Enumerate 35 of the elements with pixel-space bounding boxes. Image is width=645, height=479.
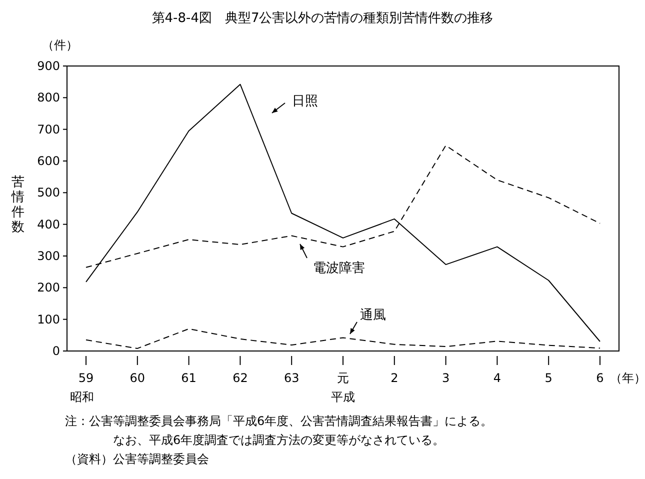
y-tick-label: 800: [37, 90, 60, 105]
ylabel: 苦情件数: [12, 175, 24, 235]
y-tick-label: 500: [37, 186, 60, 200]
x-tick-label: 元: [337, 371, 349, 385]
line-series: [86, 328, 600, 349]
text: 注：公害等調整委員会事務局「平成6年度、公害苦情調査結果報告書」による。: [65, 414, 493, 428]
y-tick-label: 0: [52, 344, 60, 358]
series-label: 通風: [360, 308, 386, 323]
x-tick-label: 4: [493, 371, 502, 385]
x-tick-label: 59: [78, 371, 94, 385]
x-axis-title: （年）: [610, 371, 645, 385]
x-tick-label: 2: [390, 371, 398, 385]
y-tick-label: 700: [37, 122, 60, 136]
legend-label: 日照: [292, 94, 318, 109]
text: （資料）公害等調整委員会: [65, 452, 209, 466]
y-tick-label: 900: [37, 59, 60, 73]
line-series: [86, 84, 600, 342]
x-tick-label: 62: [232, 371, 248, 385]
text: 昭和: [70, 390, 94, 404]
chart-title: 第4-8-4図 典型7公害以外の苦情の種類別苦情件数の推移: [152, 10, 494, 26]
x-tick-label: 6: [596, 371, 604, 385]
x-tick-label: 5: [544, 371, 552, 385]
x-tick-label: 60: [130, 371, 146, 385]
text: （件）: [42, 38, 78, 52]
y-tick-label: 200: [37, 280, 60, 295]
x-tick-label: 63: [284, 371, 300, 385]
series-label: 電波障害: [313, 260, 365, 276]
y-tick-label: 300: [37, 249, 60, 263]
x-tick-label: 3: [442, 371, 450, 385]
text: なお、平成6年度調査では調査方法の変更等がなされている。: [113, 433, 445, 447]
x-tick-label: 61: [181, 371, 196, 385]
y-tick-label: 600: [37, 154, 60, 168]
y-tick-label: 100: [37, 312, 60, 326]
text: 平成: [331, 390, 355, 404]
y-tick-label: 400: [37, 217, 60, 232]
